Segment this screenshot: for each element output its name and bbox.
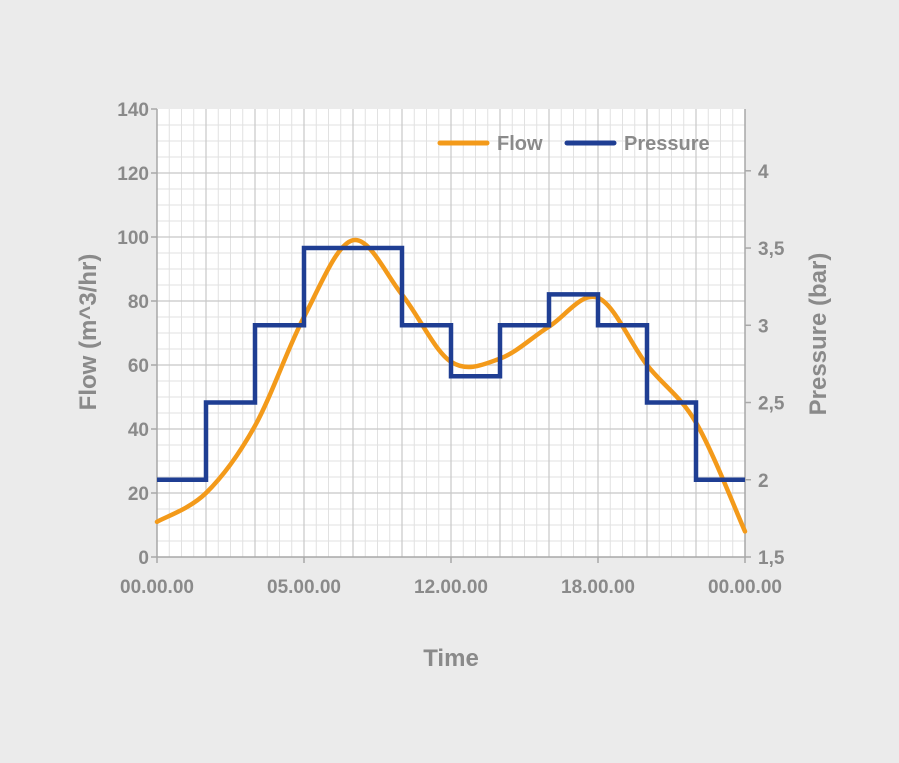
legend: Flow Pressure [437,133,710,155]
y-tick-label: 0 [138,548,149,569]
y-tick-label: 40 [128,420,149,441]
y-tick-label: 80 [128,292,149,313]
y2-tick-label: 3,5 [758,239,785,260]
y-tick-label: 60 [128,356,149,377]
legend-label-flow: Flow [497,133,543,155]
x-tick-label: 18.00.00 [561,577,635,598]
y-tick-label: 20 [128,484,149,505]
y2-tick-label: 3 [758,316,769,337]
x-tick-label: 12.00.00 [414,577,488,598]
y-axis-title: Flow (m^3/hr) [75,254,102,411]
y2-axis-title: Pressure (bar) [805,253,832,416]
axes: 0 20 40 60 80 100 120 140 1,5 2 2,5 3 3,5 4 00.00.00 05… [117,100,785,598]
series [154,237,748,534]
x-axis-title: Time [423,645,479,672]
y2-tick-label: 1,5 [758,548,785,569]
y-tick-label: 120 [117,164,149,185]
legend-label-pressure: Pressure [624,133,710,155]
y2-tick-label: 4 [758,162,769,183]
x-tick-label: 00.00.00 [120,577,194,598]
y2-tick-label: 2,5 [758,394,785,415]
pressure-series-line [157,245,745,483]
x-tick-label: 00.00.00 [708,577,782,598]
y2-tick-label: 2 [758,471,769,492]
x-tick-label: 05.00.00 [267,577,341,598]
y-tick-label: 140 [117,100,149,121]
y-tick-label: 100 [117,228,149,249]
